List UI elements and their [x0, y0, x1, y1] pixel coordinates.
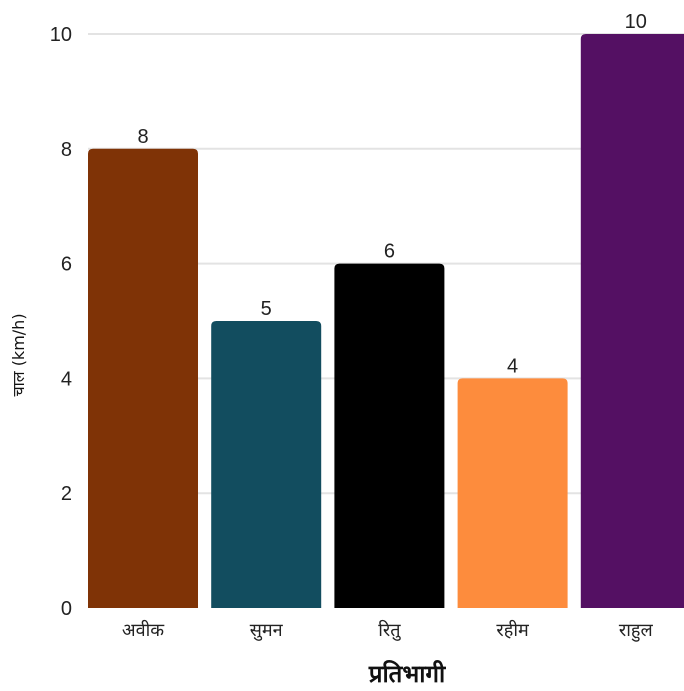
- x-category-label: राहुल: [619, 620, 654, 642]
- y-tick-label: 6: [61, 254, 72, 276]
- y-axis-title: चाल (km/h): [9, 313, 28, 396]
- y-tick-label: 8: [61, 139, 72, 161]
- x-axis-title: प्रतिभागी: [368, 660, 446, 688]
- bar: [88, 148, 198, 609]
- value-labels: 8 5 6 4 10: [137, 11, 646, 377]
- bar-value-label: 6: [384, 241, 395, 263]
- bar: [211, 321, 322, 608]
- bar-value-label: 4: [507, 355, 518, 377]
- x-category-label: सुमन: [250, 620, 284, 641]
- bar-value-label: 10: [625, 11, 647, 33]
- y-tick-label: 4: [61, 368, 72, 390]
- y-tick-label: 10: [50, 24, 72, 46]
- y-axis-ticks: 0 2 4 6 8 10: [50, 24, 72, 620]
- y-tick-label: 0: [61, 598, 72, 620]
- bar: [457, 378, 568, 608]
- x-category-label: रितु: [378, 619, 401, 641]
- x-category-label: अवीक: [122, 619, 165, 641]
- x-axis-categories: अवीक सुमन रितु रहीम राहुल: [122, 619, 654, 642]
- x-category-label: रहीम: [496, 619, 530, 641]
- bars: [88, 34, 684, 609]
- bar: [580, 34, 684, 608]
- y-tick-label: 2: [61, 483, 72, 505]
- bar-value-label: 8: [137, 126, 148, 148]
- bar-value-label: 5: [261, 298, 272, 320]
- bar: [334, 263, 445, 608]
